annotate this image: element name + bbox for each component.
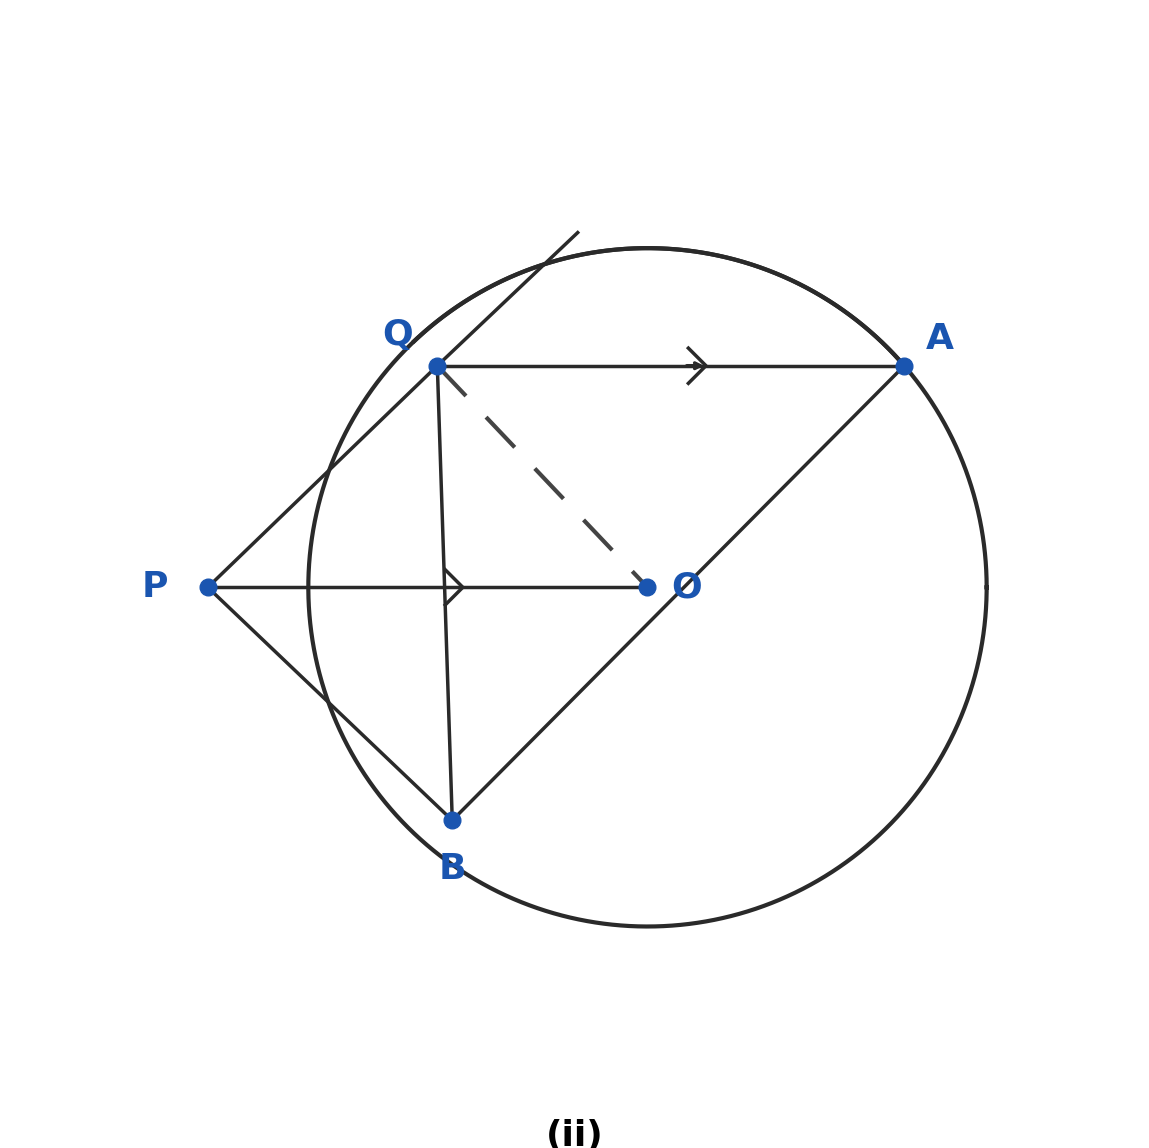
Text: (ii): (ii) (546, 1119, 603, 1148)
Text: Q: Q (383, 318, 414, 352)
Text: A: A (925, 323, 954, 356)
Text: O: O (672, 571, 702, 604)
Text: P: P (141, 571, 168, 604)
Text: B: B (439, 852, 466, 886)
